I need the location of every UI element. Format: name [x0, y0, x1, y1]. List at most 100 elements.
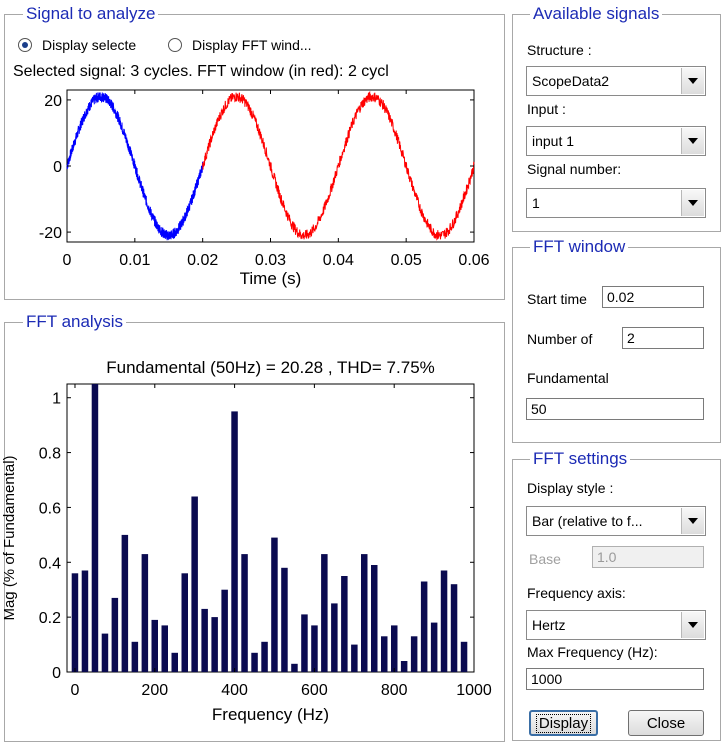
fft-x-tick-label: 800 [381, 682, 408, 699]
fft-y-axis-label: Mag (% of Fundamental) [1, 455, 18, 620]
time-x-axis-label: Time (s) [240, 269, 302, 288]
fft-bar [81, 570, 89, 672]
available-signals-title: Available signals [530, 5, 663, 23]
radio-selected-icon [18, 38, 32, 52]
fft-analysis-panel [4, 322, 505, 742]
fft-y-tick-label: 0.2 [39, 610, 61, 627]
fft-bar [101, 633, 109, 672]
fft-bar [261, 641, 268, 672]
close-button[interactable]: Close [628, 710, 704, 736]
base-label: Base [529, 551, 561, 567]
signal-number-value: 1 [532, 195, 540, 211]
fundamental-field[interactable] [526, 398, 704, 420]
radio-unselected-icon [168, 38, 182, 52]
fft-bar [71, 573, 79, 672]
fft-bar [440, 570, 448, 672]
fft-bar [420, 581, 428, 672]
fft-bar [91, 384, 99, 672]
fft-bar [241, 554, 248, 672]
fft-bar [450, 584, 458, 672]
fft-bar [430, 622, 438, 672]
fft-bar [211, 617, 218, 672]
input-value: input 1 [532, 133, 575, 149]
fft-bar [191, 496, 198, 672]
fft-settings-title: FFT settings [530, 450, 631, 468]
fft-x-axis-label: Frequency (Hz) [212, 705, 329, 724]
fft-y-tick-label: 0.4 [39, 555, 61, 572]
signal-status-text: Selected signal: 3 cycles. FFT window (i… [13, 63, 389, 80]
number-of-cycles-field[interactable] [622, 327, 704, 349]
fft-bar [391, 625, 398, 672]
display-style-value: Bar (relative to f... [532, 513, 643, 529]
fft-x-tick-label: 200 [141, 682, 168, 699]
time-x-tick-label: 0.01 [119, 252, 150, 269]
fft-bar [181, 573, 188, 672]
fft-bar [141, 554, 149, 672]
display-button[interactable]: Display [529, 710, 598, 736]
fft-bar [131, 641, 139, 672]
display-style-dropdown[interactable]: Bar (relative to f... [526, 506, 706, 536]
input-label: Input : [527, 101, 566, 117]
fft-bar [161, 625, 168, 672]
max-frequency-label: Max Frequency (Hz): [527, 644, 658, 660]
time-x-tick-label: 0 [63, 252, 72, 269]
fft-y-tick-label: 0.8 [39, 446, 61, 463]
radio-display-fft-window[interactable]: Display FFT wind... [168, 36, 348, 54]
chevron-down-icon [681, 190, 704, 216]
signal-number-dropdown[interactable]: 1 [526, 188, 706, 218]
fft-bar [361, 554, 368, 672]
fft-analysis-title: FFT analysis [23, 313, 126, 331]
fft-bar [231, 411, 238, 672]
fft-x-tick-label: 0 [71, 682, 80, 699]
fft-x-tick-label: 1000 [456, 682, 492, 699]
fft-bar [381, 636, 388, 672]
radio-display-selected[interactable]: Display selecte [18, 36, 168, 54]
time-y-tick-label: 20 [44, 93, 62, 110]
max-frequency-field[interactable] [526, 668, 704, 690]
start-time-field[interactable] [602, 286, 704, 308]
frequency-axis-label: Frequency axis: [527, 585, 626, 601]
chevron-down-icon [681, 128, 704, 154]
frequency-axis-value: Hertz [532, 617, 566, 633]
fft-bar [251, 652, 258, 672]
fft-plot-area [66, 383, 475, 673]
input-dropdown[interactable]: input 1 [526, 126, 706, 156]
signal-panel [4, 14, 505, 300]
time-y-tick-label: -20 [39, 225, 62, 242]
time-y-tick-label: 0 [53, 159, 62, 176]
close-button-label: Close [646, 714, 686, 732]
time-x-tick-label: 0.04 [323, 252, 354, 269]
chevron-down-icon [681, 68, 704, 94]
radio-fft-label: Display FFT wind... [192, 37, 312, 53]
time-x-tick-label: 0.06 [458, 252, 489, 269]
fft-x-tick-label: 400 [221, 682, 248, 699]
fft-y-tick-label: 1 [52, 391, 61, 408]
signal-panel-title: Signal to analyze [23, 5, 159, 23]
chevron-down-icon [681, 508, 704, 534]
radio-selected-label: Display selecte [42, 37, 137, 53]
start-time-label: Start time [527, 291, 587, 307]
fft-bar [311, 625, 318, 672]
fft-bar [201, 608, 208, 672]
time-x-tick-label: 0.03 [255, 252, 286, 269]
fft-bar [331, 603, 338, 672]
fft-window-title: FFT window [530, 238, 629, 256]
time-x-tick-label: 0.02 [187, 252, 218, 269]
fft-y-tick-label: 0.6 [39, 500, 61, 517]
fundamental-label: Fundamental [527, 370, 609, 386]
structure-dropdown[interactable]: ScopeData2 [526, 66, 706, 96]
base-field[interactable] [592, 546, 704, 568]
frequency-axis-dropdown[interactable]: Hertz [526, 610, 706, 640]
fft-bar [221, 589, 228, 672]
fft-bar [400, 661, 408, 672]
signal-number-label: Signal number: [527, 161, 622, 177]
signal-series-1 [66, 92, 204, 241]
fft-bar [111, 597, 119, 672]
structure-label: Structure : [527, 42, 592, 58]
chevron-down-icon [681, 612, 704, 638]
fft-bar [271, 537, 278, 672]
fft-bar [291, 663, 298, 672]
fft-bar [321, 554, 328, 672]
signal-series-2 [202, 90, 475, 241]
